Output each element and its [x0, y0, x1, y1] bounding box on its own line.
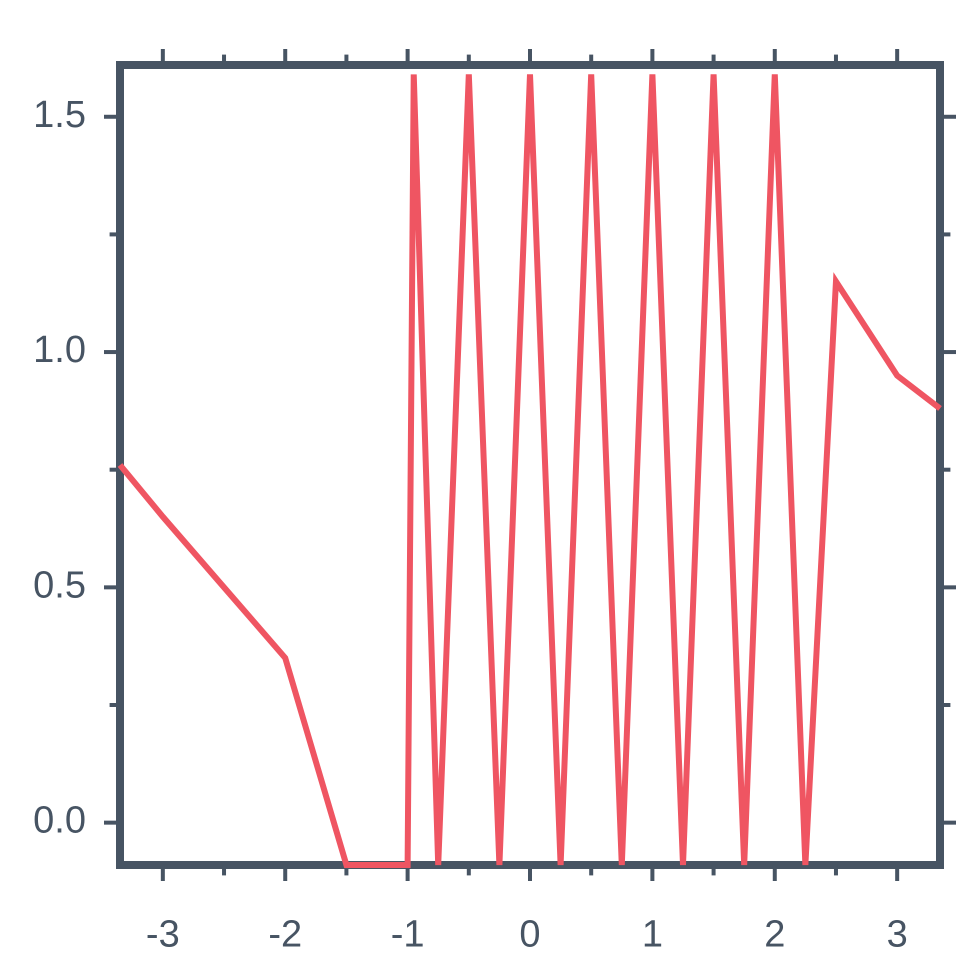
y-tick-label: 0.0	[33, 800, 86, 842]
x-tick-label: 0	[519, 913, 540, 955]
x-tick-label: -3	[146, 913, 180, 955]
y-tick-label: 1.5	[33, 94, 86, 136]
chart-svg: -3 -2 -1 0 1 2 3 0.0 0.5 1.0 1.5	[0, 0, 980, 980]
x-tick-label: 1	[642, 913, 663, 955]
x-tick-label: 3	[887, 913, 908, 955]
x-tick-label: -2	[268, 913, 302, 955]
x-tick-label: -1	[391, 913, 425, 955]
y-tick-label: 1.0	[33, 329, 86, 371]
y-tick-label: 0.5	[33, 564, 86, 606]
chart-background	[0, 0, 980, 980]
x-tick-label: 2	[764, 913, 785, 955]
line-chart: -3 -2 -1 0 1 2 3 0.0 0.5 1.0 1.5	[0, 0, 980, 980]
